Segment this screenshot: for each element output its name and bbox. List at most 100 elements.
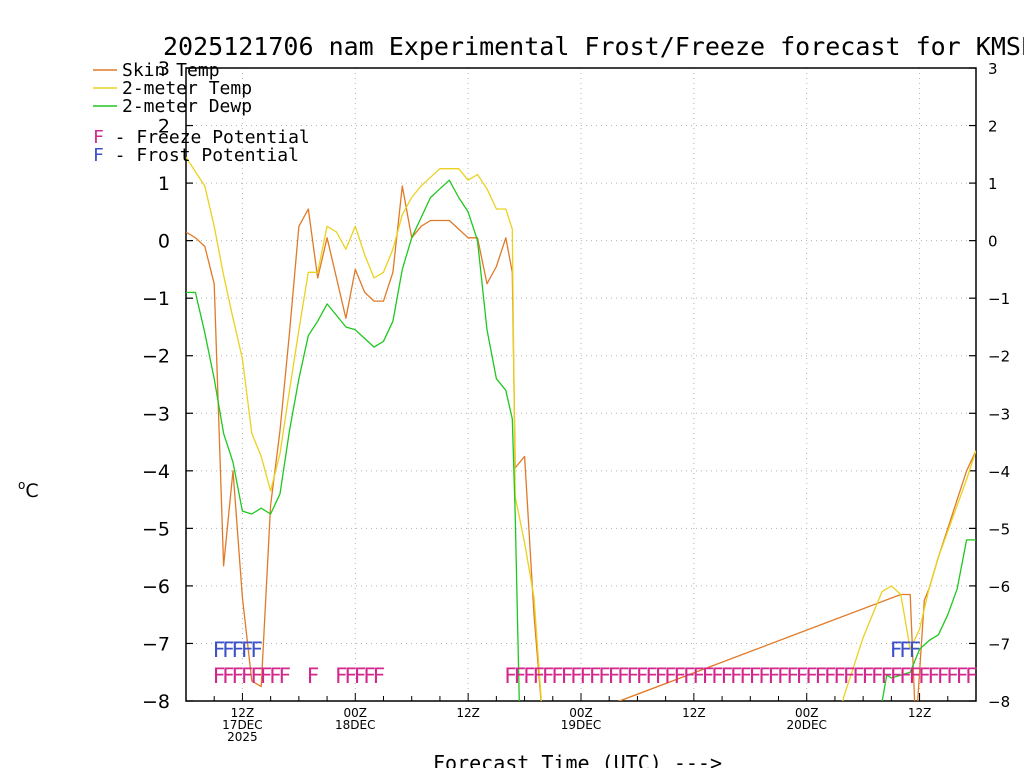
y-axis-right: 3 2 1 0 −1 −2 −3 −4 −5 −6 −7 −8 bbox=[969, 60, 1010, 711]
freeze-marker: F bbox=[241, 664, 254, 688]
freeze-marker: F bbox=[852, 664, 865, 688]
y-tick-label-right: −4 bbox=[988, 463, 1010, 481]
x-axis-label: Forecast Time (UTC) ---> bbox=[433, 751, 722, 768]
y-tick-label-right: −5 bbox=[988, 520, 1010, 538]
freeze-marker: F bbox=[824, 664, 837, 688]
freeze-marker: F bbox=[692, 664, 705, 688]
y-axis-label: oC bbox=[18, 478, 39, 502]
freeze-marker: F bbox=[664, 664, 677, 688]
x-tick-label: 00Z bbox=[795, 706, 819, 720]
x-tick-label: 12Z bbox=[456, 706, 480, 720]
freeze-marker: F bbox=[880, 664, 893, 688]
flag-legend-text: - Freeze Potential bbox=[104, 127, 310, 148]
unit-letter: C bbox=[25, 480, 38, 502]
freeze-marker: F bbox=[843, 664, 856, 688]
freeze-marker: F bbox=[946, 664, 959, 688]
freeze-marker: F bbox=[918, 664, 931, 688]
freeze-marker: F bbox=[589, 664, 602, 688]
x-tick-label: 12Z bbox=[908, 706, 932, 720]
x-tick-label: 00Z bbox=[344, 706, 368, 720]
freeze-marker: F bbox=[777, 664, 790, 688]
y-tick-label: −7 bbox=[142, 633, 170, 655]
freeze-marker: F bbox=[598, 664, 611, 688]
frost-marker: F bbox=[241, 638, 254, 662]
freeze-marker: F bbox=[730, 664, 743, 688]
freeze-marker: F bbox=[372, 664, 385, 688]
y-tick-label-right: −7 bbox=[988, 635, 1010, 653]
frost-marker: F bbox=[213, 638, 226, 662]
freeze-marker: F bbox=[363, 664, 376, 688]
x-tick-label: 20DEC bbox=[786, 718, 826, 732]
freeze-marker: F bbox=[899, 664, 912, 688]
y-tick-label-right: −2 bbox=[988, 348, 1010, 366]
frost-marker: F bbox=[222, 638, 235, 662]
freeze-marker: F bbox=[956, 664, 969, 688]
flag-legend-letter: F bbox=[93, 145, 104, 166]
freeze-marker: F bbox=[720, 664, 733, 688]
freeze-marker: F bbox=[796, 664, 809, 688]
frost-marker: F bbox=[250, 638, 263, 662]
freeze-marker: F bbox=[758, 664, 771, 688]
freeze-marker: F bbox=[213, 664, 226, 688]
freeze-marker: F bbox=[636, 664, 649, 688]
y-tick-label-right: −1 bbox=[988, 290, 1010, 308]
freeze-marker: F bbox=[523, 664, 536, 688]
y-tick-label: 0 bbox=[158, 231, 170, 253]
freeze-marker: F bbox=[833, 664, 846, 688]
x-tick-label: 00Z bbox=[569, 706, 593, 720]
series-group bbox=[186, 156, 976, 701]
y-axis-left: 3 2 1 0 −1 −2 −3 −4 −5 −6 −7 −8 bbox=[142, 58, 193, 713]
freeze-marker: F bbox=[617, 664, 630, 688]
freeze-marker: F bbox=[786, 664, 799, 688]
chart-title: 2025121706 nam Experimental Frost/Freeze… bbox=[163, 32, 1024, 61]
freeze-marker: F bbox=[344, 664, 357, 688]
legend-label: Skin Temp bbox=[122, 60, 220, 81]
x-tick-label: 17DEC bbox=[222, 718, 262, 732]
y-tick-label: −4 bbox=[142, 461, 170, 483]
freeze-marker: F bbox=[231, 664, 244, 688]
freeze-marker: F bbox=[561, 664, 574, 688]
freeze-marker: F bbox=[307, 664, 320, 688]
freeze-marker: F bbox=[514, 664, 527, 688]
frost-marker: F bbox=[890, 638, 903, 662]
x-tick-label: 19DEC bbox=[561, 718, 601, 732]
grid-lines bbox=[186, 68, 976, 701]
freeze-marker: F bbox=[335, 664, 348, 688]
freeze-marker: F bbox=[814, 664, 827, 688]
freeze-marker: F bbox=[504, 664, 517, 688]
y-tick-label: −1 bbox=[142, 288, 170, 310]
freeze-marker: F bbox=[579, 664, 592, 688]
freeze-marker: F bbox=[702, 664, 715, 688]
y-tick-label: 3 bbox=[158, 58, 170, 80]
freeze-marker: F bbox=[645, 664, 658, 688]
series-line-skin-temp bbox=[186, 185, 976, 701]
freeze-marker: F bbox=[222, 664, 235, 688]
x-tick-label: 18DEC bbox=[335, 718, 375, 732]
y-tick-label: −3 bbox=[142, 403, 170, 425]
series-line-2-meter-temp bbox=[186, 156, 976, 701]
legend-label: 2-meter Temp bbox=[122, 78, 252, 99]
y-tick-label: 1 bbox=[158, 173, 170, 195]
flag-legend-entry: F - Freeze Potential bbox=[93, 127, 310, 148]
freeze-marker: F bbox=[937, 664, 950, 688]
freeze-marker: F bbox=[532, 664, 545, 688]
y-tick-label-right: 1 bbox=[988, 175, 998, 193]
flag-legend-text: - Frost Potential bbox=[104, 145, 299, 166]
freeze-marker: F bbox=[683, 664, 696, 688]
legend-label: 2-meter Dewp bbox=[122, 96, 252, 117]
y-tick-label-right: −3 bbox=[988, 405, 1010, 423]
freeze-marker: F bbox=[871, 664, 884, 688]
freeze-marker: F bbox=[673, 664, 686, 688]
y-tick-label-right: 2 bbox=[988, 118, 998, 136]
y-tick-label: −8 bbox=[142, 691, 170, 713]
y-tick-label-right: −8 bbox=[988, 693, 1010, 711]
y-tick-label-right: −6 bbox=[988, 578, 1010, 596]
freeze-marker: F bbox=[278, 664, 291, 688]
freeze-marker: F bbox=[805, 664, 818, 688]
freeze-marker: F bbox=[862, 664, 875, 688]
flag-legend-entry: F - Frost Potential bbox=[93, 145, 299, 166]
y-tick-label: −6 bbox=[142, 576, 170, 598]
